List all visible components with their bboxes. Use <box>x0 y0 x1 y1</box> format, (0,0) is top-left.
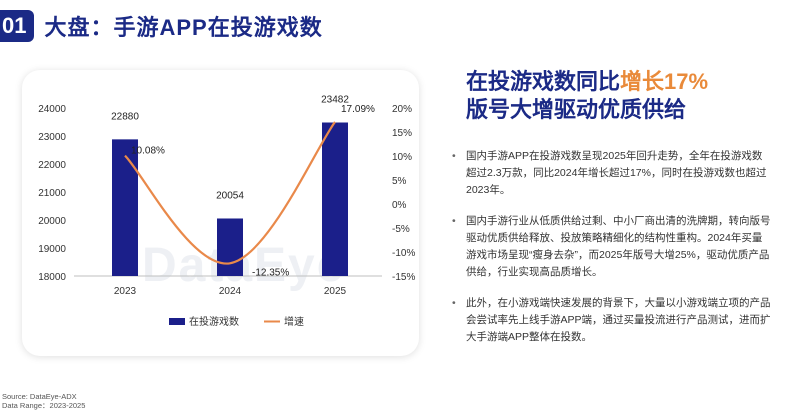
bullet-list: • 国内手游APP在投游戏数呈现2025年回升走势，全年在投游戏数超过2.3万款，… <box>452 148 772 360</box>
bullet-item: • 国内手游行业从低质供给过剩、中小厂商出清的洗牌期，转向版号驱动优质供给释放、投… <box>452 213 772 281</box>
bar-value-label: 20054 <box>216 190 244 201</box>
bullet-text: 国内手游行业从低质供给过剩、中小厂商出清的洗牌期，转向版号驱动优质供给释放、投放… <box>466 215 771 278</box>
chart-card: DataEye 18000 19000 20000 21000 22000 23000 24… <box>22 70 419 356</box>
y-left-tick-label: 22000 <box>38 160 66 171</box>
y-right-tick-label: -15% <box>392 272 415 283</box>
bullet-item: • 此外，在小游戏端快速发展的背景下，大量以小游戏端立项的产品会尝试率先上线手游A… <box>452 295 772 346</box>
y-left-tick-label: 23000 <box>38 132 66 143</box>
page-header: 01 大盘：手游APP在投游戏数 <box>0 8 323 44</box>
headline-line-2: 版号大增驱动优质供给 <box>466 97 687 122</box>
x-tick-label: 2023 <box>114 286 137 297</box>
y-right-tick-label: 5% <box>392 176 407 187</box>
y-left-tick-label: 20000 <box>38 216 66 227</box>
section-badge: 01 <box>0 10 35 42</box>
x-tick-label: 2025 <box>324 286 347 297</box>
growth-rate-line <box>124 121 336 265</box>
data-range-line: Data Range：2023-2025 <box>2 401 86 410</box>
source-line: Source: DataEye-ADX <box>2 392 77 401</box>
x-tick-label: 2024 <box>219 286 242 297</box>
bar-in-play-games <box>112 139 138 276</box>
line-value-label: -12.35% <box>252 267 289 278</box>
y-left-tick-label: 21000 <box>38 188 66 199</box>
page-title: 大盘：手游APP在投游戏数 <box>44 15 323 40</box>
legend-label: 增速 <box>284 315 304 328</box>
y-right-tick-label: -10% <box>392 248 415 259</box>
line-value-label: 17.09% <box>341 104 375 115</box>
bullet-dot: • <box>452 150 456 162</box>
bullet-dot: • <box>452 297 456 309</box>
headline-line-1: 在投游戏数同比增长17% <box>466 68 708 96</box>
y-right-tick-label: 15% <box>392 128 412 139</box>
bullet-dot: • <box>452 215 456 227</box>
source-note: Source: DataEye-ADX Data Range：2023-2025 <box>2 392 85 410</box>
bar-value-label: 23482 <box>321 95 349 106</box>
y-right-tick-label: 20% <box>392 104 412 115</box>
headline: 在投游戏数同比增长17% 版号大增驱动优质供给 <box>466 68 708 124</box>
bar-value-label: 22880 <box>111 111 139 122</box>
line-value-label: 10.08% <box>131 146 165 157</box>
bar-in-play-games <box>217 218 243 276</box>
y-left-tick-label: 24000 <box>38 104 66 115</box>
legend-swatch-bar <box>169 318 185 325</box>
combo-chart: 18000 19000 20000 21000 22000 23000 24000 -15% -… <box>38 95 415 328</box>
y-left-tick-label: 19000 <box>38 244 66 255</box>
bullet-text: 此外，在小游戏端快速发展的背景下，大量以小游戏端立项的产品会尝试率先上线手游AP… <box>466 297 771 343</box>
y-right-tick-label: 0% <box>392 200 407 211</box>
legend-label: 在投游戏数 <box>189 315 239 328</box>
bullet-item: • 国内手游APP在投游戏数呈现2025年回升走势，全年在投游戏数超过2.3万款，… <box>452 148 772 199</box>
y-right-tick-label: 10% <box>392 152 412 163</box>
headline-accent: 增长17% <box>620 69 709 94</box>
y-right-tick-label: -5% <box>392 224 410 235</box>
bullet-text: 国内手游APP在投游戏数呈现2025年回升走势，全年在投游戏数超过2.3万款，同… <box>466 150 767 196</box>
bar-in-play-games <box>322 122 348 276</box>
headline-prefix: 在投游戏数同比 <box>466 69 621 94</box>
y-left-tick-label: 18000 <box>38 272 66 283</box>
